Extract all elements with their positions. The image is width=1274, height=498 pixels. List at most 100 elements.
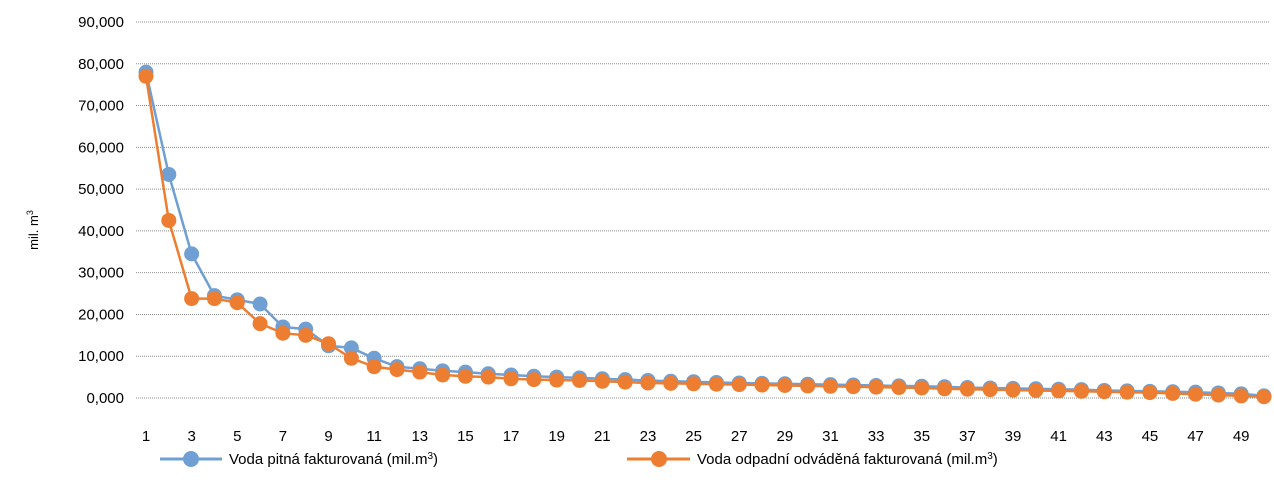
x-tick-label-3: 7 (279, 428, 287, 445)
series-2-point-11 (366, 359, 382, 375)
series-2-point-32 (845, 379, 861, 395)
series-2-point-20 (572, 372, 588, 388)
series-2-point-30 (800, 378, 816, 394)
x-tick-label-17: 35 (913, 428, 930, 445)
series-2-point-18 (526, 372, 542, 388)
series-2-point-40 (1028, 382, 1044, 398)
series-2-point-27 (731, 377, 747, 393)
series-2-point-7 (275, 325, 291, 341)
series-2-point-35 (914, 380, 930, 396)
series-2-point-45 (1142, 385, 1158, 401)
x-tick-label-4: 9 (324, 428, 332, 445)
series-2-point-29 (777, 377, 793, 393)
series-2-point-23 (640, 375, 656, 391)
x-tick-label-12: 25 (685, 428, 702, 445)
x-tick-label-24: 49 (1233, 428, 1250, 445)
legend-item-series-2: Voda odpadní odváděná fakturovaná (mil.m… (627, 451, 998, 469)
x-tick-label-13: 27 (731, 428, 748, 445)
series-2-line (144, 76, 1265, 398)
series-1-point-6 (252, 296, 268, 312)
legend-label-series-2: Voda odpadní odváděná fakturovaná (mil.m… (697, 451, 998, 469)
y-tick-label-5: 50,000 (78, 181, 124, 198)
x-tick-label-15: 31 (822, 428, 839, 445)
series-2-point-6 (252, 316, 268, 332)
series-2-point-47 (1188, 386, 1204, 402)
series-2-point-2 (161, 212, 177, 228)
series-2-point-8 (298, 327, 314, 343)
series-2-point-48 (1210, 387, 1226, 403)
y-tick-label-7: 70,000 (78, 98, 124, 115)
gridlines (136, 21, 1270, 399)
y-tick-label-2: 20,000 (78, 306, 124, 323)
y-tick-label-8: 80,000 (78, 56, 124, 73)
series-2-point-4 (206, 291, 222, 307)
legend-item-series-1: Voda pitná fakturovaná (mil.m3) (160, 451, 438, 469)
series-2-point-22 (617, 374, 633, 390)
x-tick-label-9: 19 (548, 428, 565, 445)
series-2-point-38 (982, 382, 998, 398)
series-1-point-3 (184, 246, 200, 262)
series-2-point-43 (1096, 384, 1112, 400)
series-2-point-1 (138, 68, 154, 84)
x-tick-label-6: 13 (411, 428, 428, 445)
y-axis-tick-labels: 0,000 10,000 20,000 30,000 40,000 50,000 60,00… (78, 14, 124, 407)
series-2 (138, 68, 1272, 405)
y-tick-label-4: 40,000 (78, 223, 124, 240)
series-1 (138, 64, 1272, 404)
x-tick-label-22: 45 (1142, 428, 1159, 445)
series-2-point-33 (868, 379, 884, 395)
series-2-point-42 (1073, 383, 1089, 399)
series-2-point-21 (594, 373, 610, 389)
series-2-point-5 (229, 295, 245, 311)
series-2-point-37 (959, 381, 975, 397)
y-tick-label-3: 30,000 (78, 265, 124, 282)
y-tick-label-1: 10,000 (78, 348, 124, 365)
series-2-point-44 (1119, 384, 1135, 400)
legend-marker-series-2 (651, 451, 667, 467)
y-axis-label-superscript: 3 (25, 210, 35, 215)
x-tick-label-16: 33 (868, 428, 885, 445)
x-tick-label-23: 47 (1187, 428, 1204, 445)
series-2-point-12 (389, 362, 405, 378)
series-2-point-49 (1233, 388, 1249, 404)
series-2-point-39 (1005, 382, 1021, 398)
series-1-point-10 (343, 340, 359, 356)
y-axis-label: mil. m3 (25, 210, 41, 250)
x-tick-label-1: 3 (187, 428, 195, 445)
x-tick-label-8: 17 (503, 428, 520, 445)
x-tick-label-7: 15 (457, 428, 474, 445)
series-2-point-31 (822, 378, 838, 394)
legend: Voda pitná fakturovaná (mil.m3) Voda odp… (160, 451, 998, 469)
series-1-line (144, 71, 1265, 398)
x-tick-label-0: 1 (142, 428, 150, 445)
legend-marker-series-1 (183, 451, 199, 467)
x-tick-label-10: 21 (594, 428, 611, 445)
x-tick-label-14: 29 (777, 428, 794, 445)
series-2-point-24 (663, 375, 679, 391)
series-2-point-9 (321, 336, 337, 352)
series-2-point-26 (708, 376, 724, 392)
x-tick-label-2: 5 (233, 428, 241, 445)
series-2-point-34 (891, 380, 907, 396)
series-2-point-36 (937, 381, 953, 397)
x-axis-tick-labels: 1 3 5 7 9 11 13 15 17 19 21 23 25 27 29 31 33 35 37 39 41 43 4… (142, 428, 1250, 445)
series-2-point-41 (1051, 383, 1067, 399)
series-2-point-28 (754, 377, 770, 393)
y-tick-label-9: 90,000 (78, 14, 124, 31)
legend-label-series-1: Voda pitná fakturovaná (mil.m3) (229, 451, 438, 469)
y-axis-label-text: mil. m (26, 215, 41, 250)
x-tick-label-21: 43 (1096, 428, 1113, 445)
x-tick-label-19: 39 (1005, 428, 1022, 445)
x-tick-label-20: 41 (1050, 428, 1067, 445)
series-2-point-17 (503, 371, 519, 387)
series-2-point-10 (343, 350, 359, 366)
series-2-point-3 (184, 291, 200, 307)
series-2-point-14 (435, 367, 451, 383)
series-group (138, 64, 1272, 405)
series-2-point-46 (1165, 385, 1181, 401)
x-tick-label-18: 37 (959, 428, 976, 445)
series-2-point-25 (686, 376, 702, 392)
x-tick-label-11: 23 (640, 428, 657, 445)
y-tick-label-6: 60,000 (78, 139, 124, 156)
